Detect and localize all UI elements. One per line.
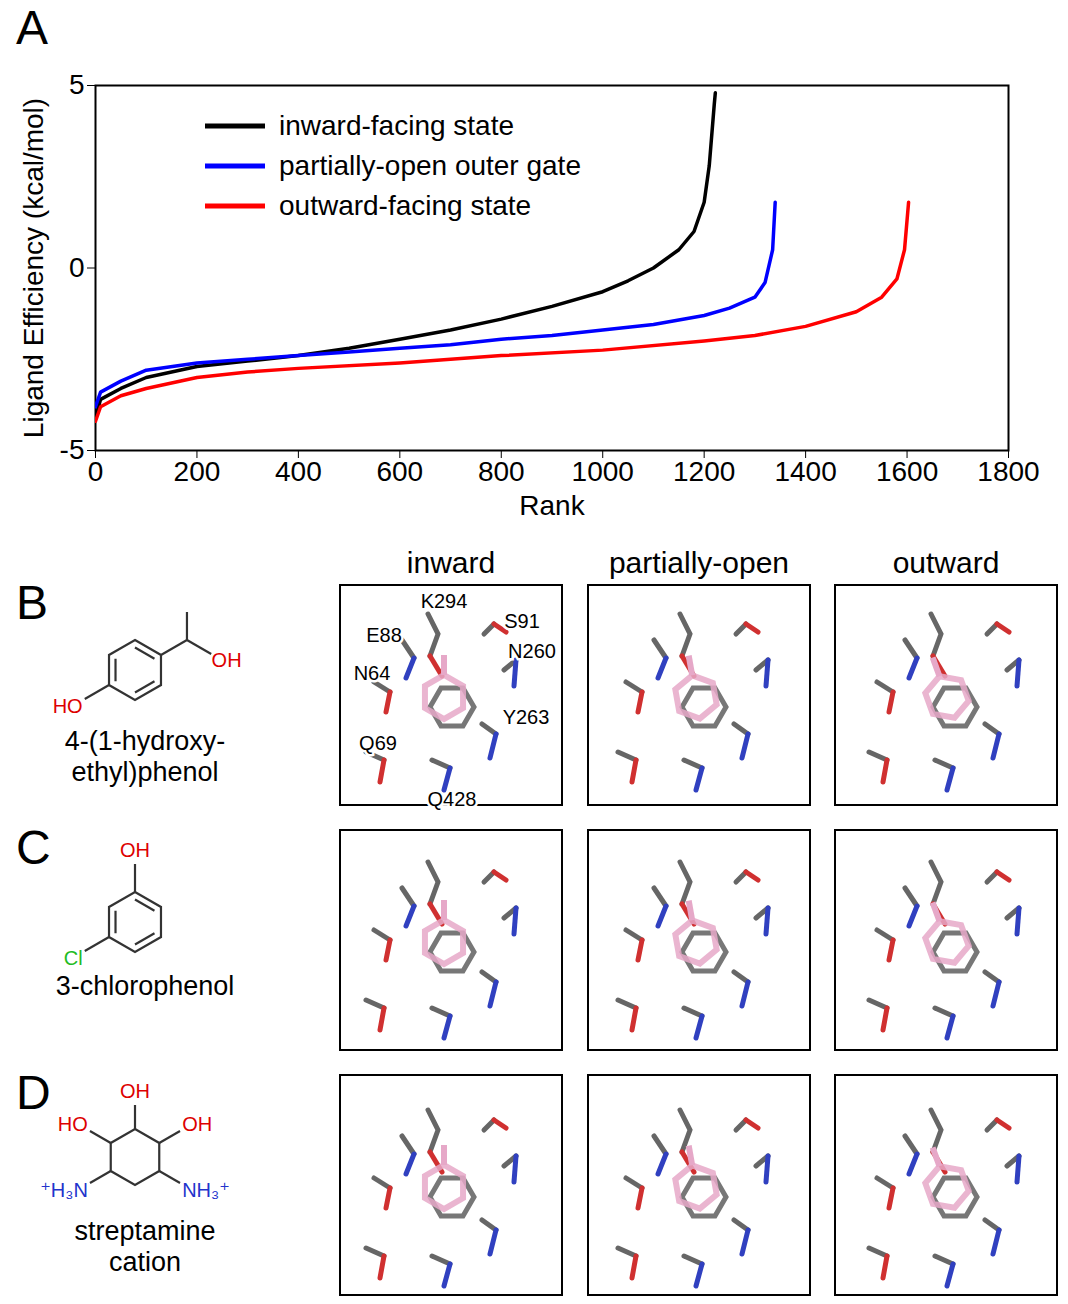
- svg-text:Ligand Efficiency (kcal/mol): Ligand Efficiency (kcal/mol): [18, 98, 49, 438]
- svg-text:C: C: [16, 821, 51, 874]
- svg-text:3-chlorophenol: 3-chlorophenol: [56, 971, 235, 1001]
- svg-text:1600: 1600: [876, 456, 938, 487]
- html-text:A: A: [16, 1, 48, 54]
- svg-text:HO: HO: [53, 695, 83, 717]
- svg-text:OH: OH: [120, 1080, 150, 1102]
- svg-text:⁺H₃N: ⁺H₃N: [40, 1179, 88, 1201]
- svg-text:1400: 1400: [774, 456, 836, 487]
- svg-text:0: 0: [88, 456, 104, 487]
- svg-text:Rank: Rank: [519, 490, 585, 521]
- svg-text:N260: N260: [508, 640, 556, 662]
- svg-text:K294: K294: [421, 590, 468, 612]
- svg-text:1200: 1200: [673, 456, 735, 487]
- svg-text:outward: outward: [893, 546, 1000, 579]
- svg-text:ethyl)phenol: ethyl)phenol: [71, 757, 218, 787]
- svg-text:S91: S91: [504, 610, 540, 632]
- svg-text:OH: OH: [212, 649, 242, 671]
- svg-text:HO: HO: [58, 1113, 88, 1135]
- svg-text:800: 800: [478, 456, 525, 487]
- svg-text:B: B: [16, 576, 48, 629]
- svg-text:Y263: Y263: [503, 706, 550, 728]
- svg-text:1000: 1000: [572, 456, 634, 487]
- svg-text:600: 600: [376, 456, 423, 487]
- html-text:outward-facing state: outward-facing state: [279, 190, 532, 221]
- svg-text:Q69: Q69: [359, 732, 397, 754]
- svg-text:Cl: Cl: [64, 947, 83, 969]
- svg-text:4-(1-hydroxy-: 4-(1-hydroxy-: [65, 726, 226, 756]
- svg-text:200: 200: [174, 456, 221, 487]
- svg-text:-5: -5: [60, 434, 85, 465]
- svg-text:D: D: [16, 1066, 51, 1119]
- svg-text:streptamine: streptamine: [74, 1216, 215, 1246]
- html-text:inward-facing state: inward-facing state: [279, 110, 514, 141]
- svg-text:inward: inward: [407, 546, 495, 579]
- svg-text:400: 400: [275, 456, 322, 487]
- svg-text:cation: cation: [109, 1247, 181, 1277]
- svg-text:1800: 1800: [977, 456, 1039, 487]
- svg-text:partially-open: partially-open: [609, 546, 789, 579]
- svg-text:N64: N64: [354, 662, 391, 684]
- html-text:partially-open outer gate: partially-open outer gate: [279, 150, 581, 181]
- svg-text:Q428: Q428: [428, 788, 477, 810]
- svg-text:NH₃⁺: NH₃⁺: [182, 1179, 230, 1201]
- svg-text:OH: OH: [182, 1113, 212, 1135]
- svg-text:OH: OH: [120, 839, 150, 861]
- svg-text:5: 5: [69, 69, 85, 100]
- svg-text:0: 0: [69, 252, 85, 283]
- svg-text:E88: E88: [366, 624, 402, 646]
